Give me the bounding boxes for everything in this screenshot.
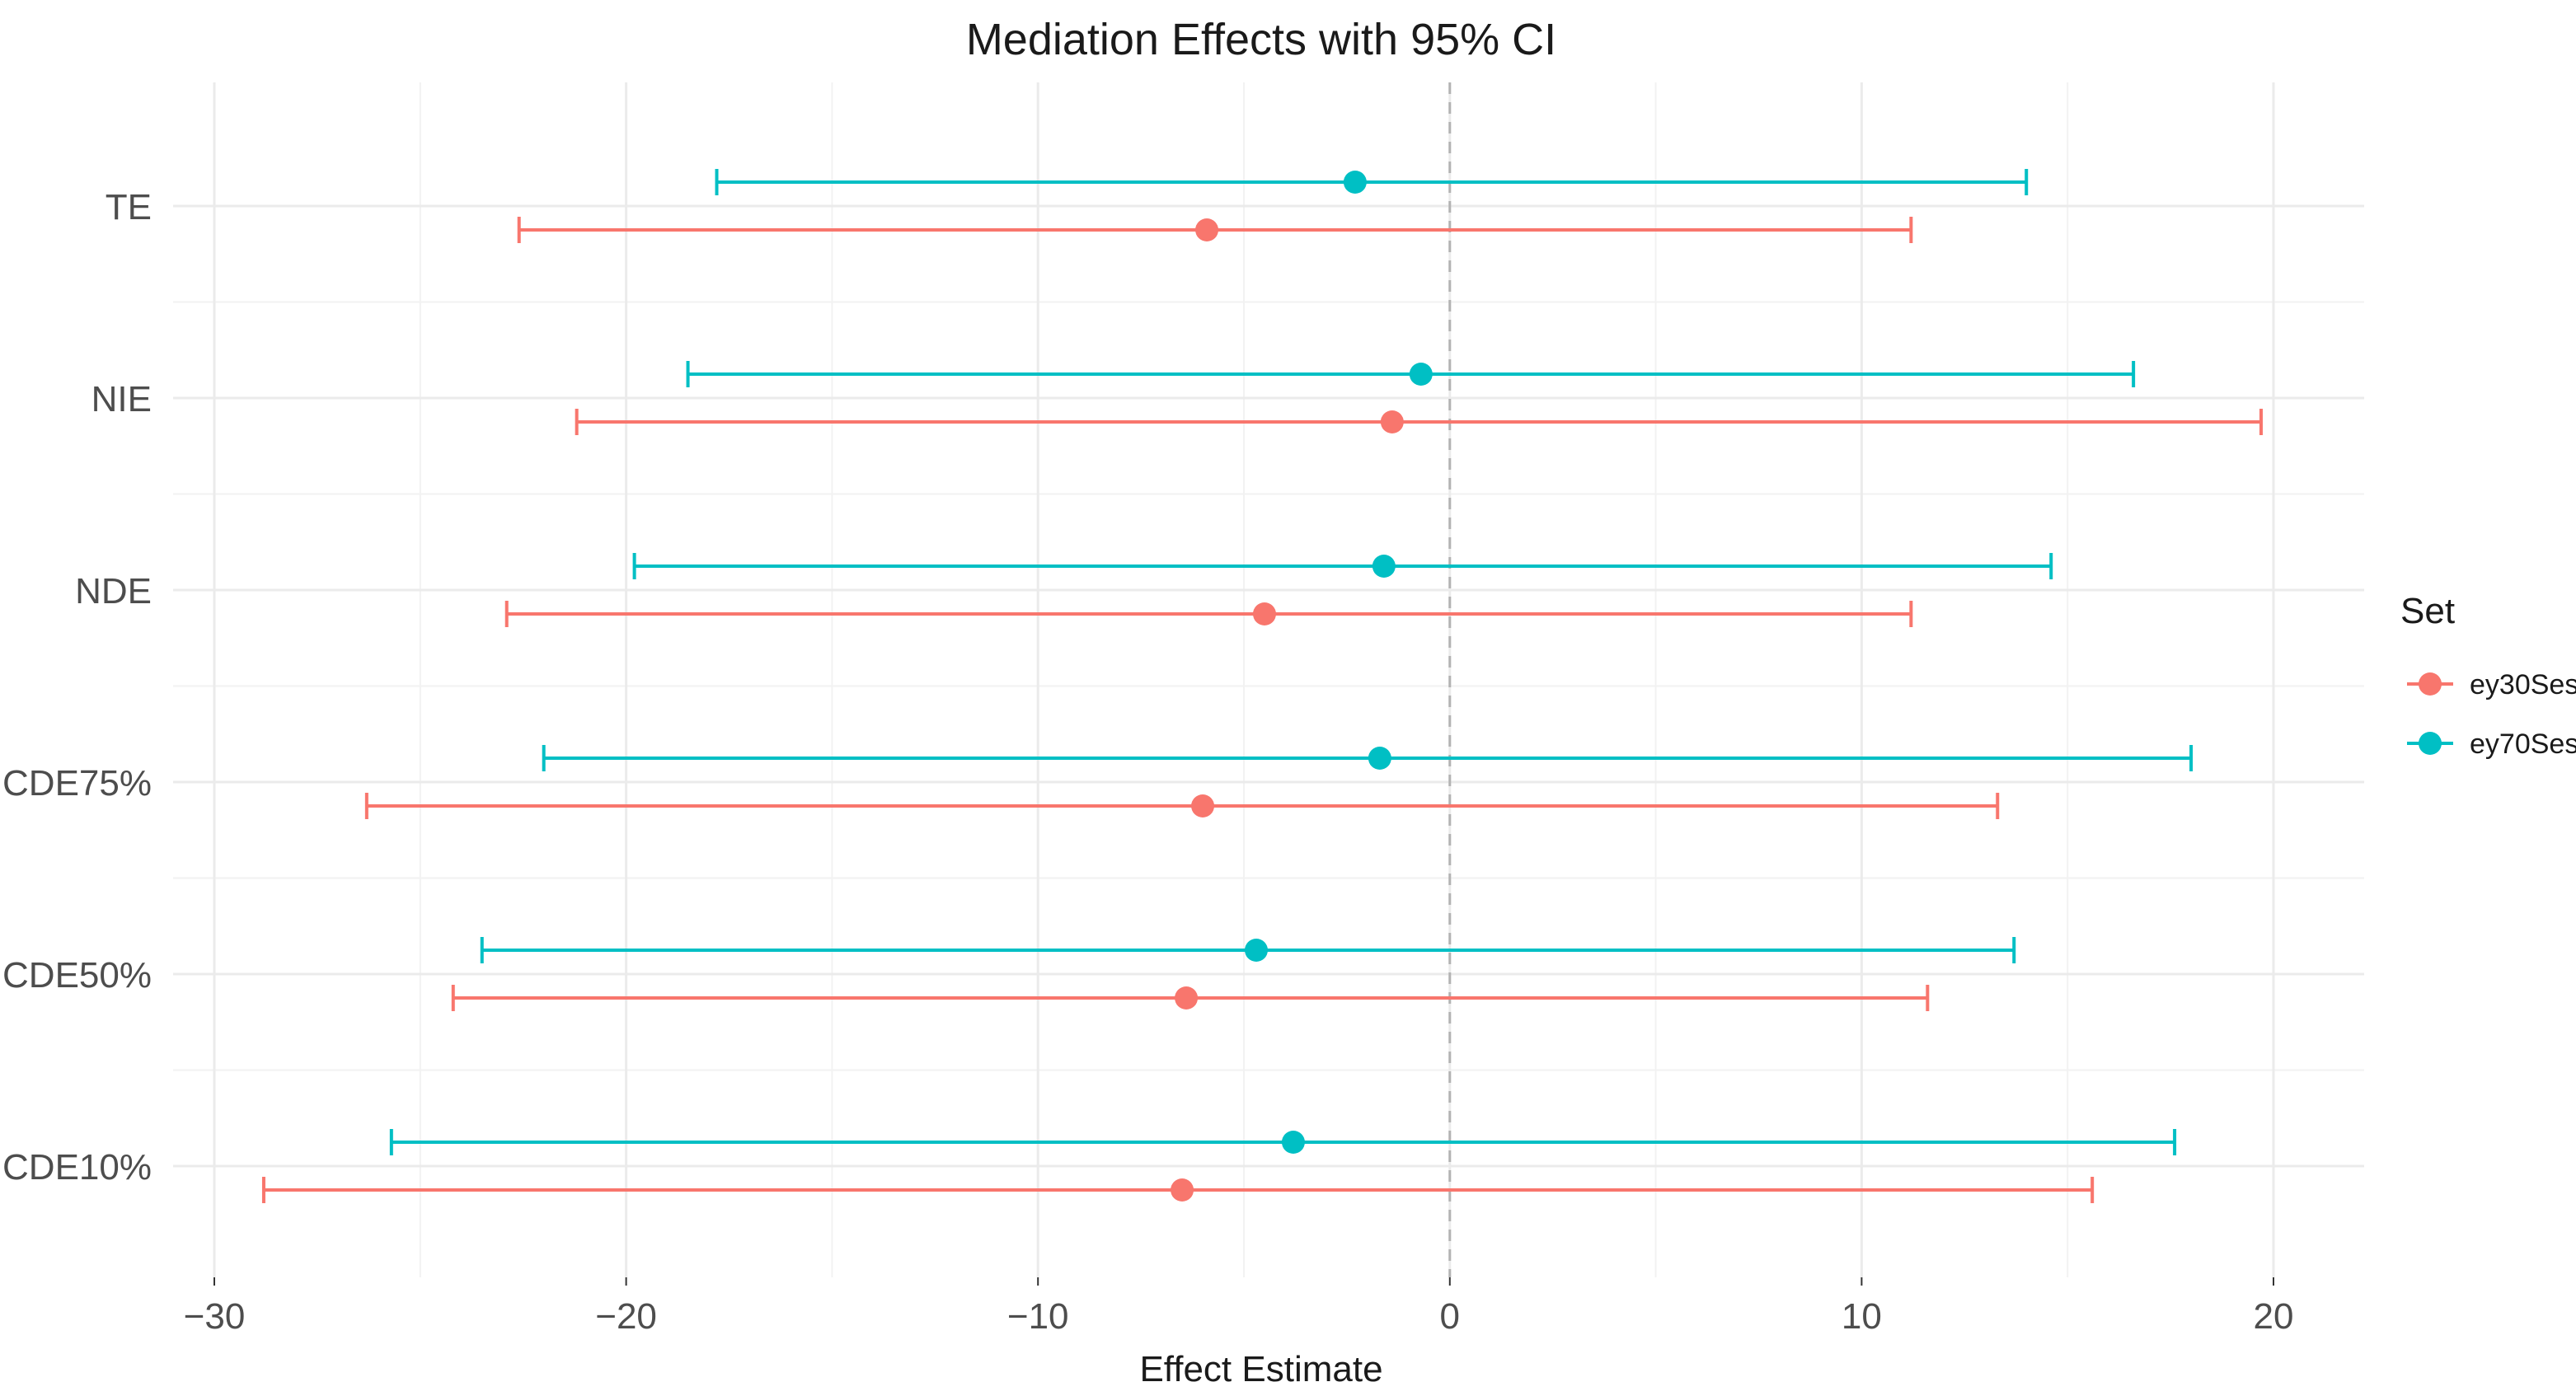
legend-item-ey70Sest: ey70Sest <box>2407 728 2576 760</box>
x-tick-label: −10 <box>1007 1296 1069 1337</box>
x-tick-label: 0 <box>1440 1296 1460 1337</box>
y-tick-label: NIE <box>91 379 152 419</box>
y-tick-label: CDE10% <box>2 1147 152 1188</box>
legend-items: ey30Sest ey70Sest <box>2407 669 2576 760</box>
point-estimate-ey30Sest-CDE10% <box>1171 1178 1194 1202</box>
point-estimate-ey70Sest-TE <box>1343 171 1367 194</box>
interval-marks <box>261 169 2264 1203</box>
point-estimate-ey30Sest-NDE <box>1252 602 1276 625</box>
point-estimate-ey70Sest-CDE50% <box>1244 939 1268 962</box>
y-tick-label: CDE75% <box>2 763 152 803</box>
minor-gridlines <box>173 82 2364 1277</box>
y-axis-ticks: TE NIE NDE CDE75% CDE50% CDE10% <box>2 187 152 1188</box>
point-estimate-ey70Sest-CDE75% <box>1368 747 1391 770</box>
point-estimate-ey30Sest-NIE <box>1380 410 1404 433</box>
point-estimate-ey70Sest-NDE <box>1372 555 1396 578</box>
legend-label: ey30Sest <box>2470 669 2576 700</box>
chart-title: Mediation Effects with 95% CI <box>966 15 1556 64</box>
y-tick-label: TE <box>106 187 152 227</box>
x-axis-title: Effect Estimate <box>1139 1349 1382 1389</box>
x-tick-label: 20 <box>2254 1296 2294 1337</box>
point-estimate-ey70Sest-NIE <box>1409 363 1433 386</box>
x-tick-label: −30 <box>184 1296 246 1337</box>
legend-label: ey70Sest <box>2470 728 2576 760</box>
y-tick-label: CDE50% <box>2 955 152 995</box>
legend-title: Set <box>2400 591 2455 631</box>
legend-item-ey30Sest: ey30Sest <box>2407 669 2576 700</box>
point-estimate-ey30Sest-CDE50% <box>1175 986 1199 1010</box>
point-estimate-ey30Sest-TE <box>1195 218 1219 241</box>
x-axis-ticks: −30 −20 −10 0 10 20 <box>184 1277 2294 1337</box>
point-estimate-ey30Sest-CDE75% <box>1191 794 1215 817</box>
series-ey30Sest <box>261 217 2264 1203</box>
x-tick-label: −20 <box>595 1296 657 1337</box>
y-tick-label: NDE <box>75 571 152 611</box>
legend-key-point <box>2419 672 2442 696</box>
legend: Set ey30Sest ey70Sest <box>2400 591 2576 760</box>
legend-key-point <box>2419 732 2442 755</box>
series-ey70Sest <box>389 169 2194 1155</box>
x-tick-label: 10 <box>1842 1296 1882 1337</box>
point-estimate-ey70Sest-CDE10% <box>1281 1131 1305 1154</box>
